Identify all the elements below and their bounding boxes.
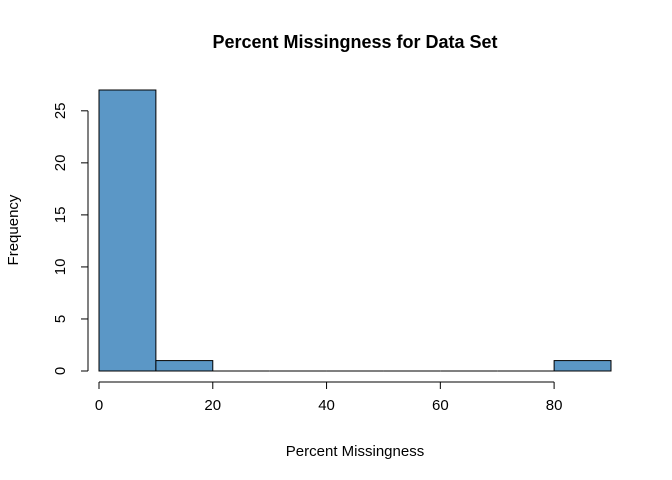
y-tick-label: 10: [52, 259, 69, 276]
x-axis: 0 20 40 60 80: [95, 381, 563, 414]
x-tick-label: 0: [95, 397, 103, 414]
y-tick-label: 15: [52, 207, 69, 224]
histogram-bar: [98, 89, 157, 372]
chart-title: Percent Missingness for Data Set: [212, 32, 497, 52]
histogram-bars: [98, 89, 612, 372]
x-tick-label: 40: [318, 397, 335, 414]
histogram-bar: [553, 360, 612, 372]
y-tick-label: 25: [52, 102, 69, 119]
x-tick-label: 60: [432, 397, 449, 414]
y-tick-label: 20: [52, 155, 69, 172]
x-tick-label: 80: [546, 397, 563, 414]
x-tick-label: 20: [204, 397, 221, 414]
histogram-bar: [155, 360, 214, 372]
y-axis: 0 5 10 15 20 25: [52, 102, 89, 375]
y-tick-label: 0: [52, 367, 69, 375]
y-axis-label: Frequency: [5, 194, 22, 265]
y-tick-label: 5: [52, 315, 69, 323]
x-axis-label: Percent Missingness: [286, 443, 424, 460]
